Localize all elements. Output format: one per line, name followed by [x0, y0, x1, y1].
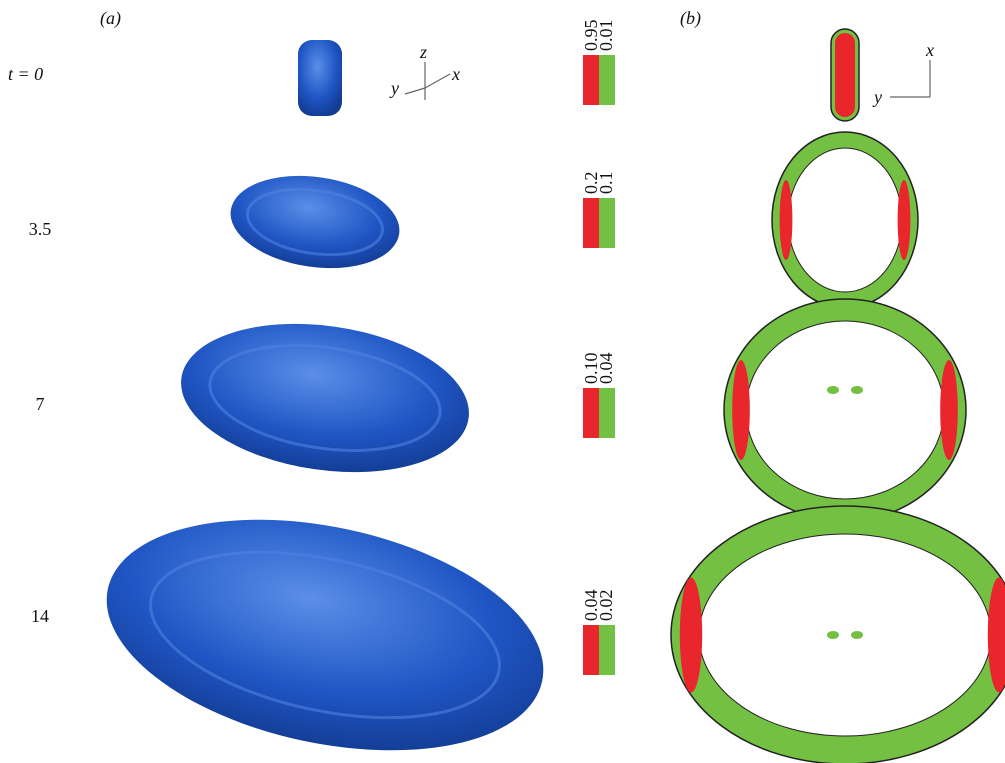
isosurface — [298, 40, 342, 116]
contour — [772, 132, 918, 308]
time-label: t = 0 — [8, 64, 43, 84]
contour — [670, 505, 1005, 763]
contour — [671, 506, 1005, 763]
legend-swatch — [583, 388, 599, 438]
axis-label: x — [925, 40, 934, 60]
legend-level: 0.01 — [596, 20, 616, 52]
time-label: 7 — [36, 394, 45, 414]
contour-core — [897, 180, 911, 260]
legend-level: 0.95 — [581, 20, 601, 52]
axis-label: z — [419, 42, 427, 62]
isosurface — [106, 519, 544, 751]
axis-label: x — [451, 64, 460, 84]
contour — [835, 33, 855, 117]
isosurface — [230, 175, 400, 269]
legend-swatch — [599, 198, 615, 248]
contour — [698, 533, 992, 737]
contour-spot — [827, 386, 839, 394]
contour — [745, 320, 945, 500]
legend-swatch — [599, 625, 615, 675]
axes-b — [890, 60, 931, 98]
contour-core — [732, 360, 750, 460]
contour-core — [940, 360, 958, 460]
time-label: 3.5 — [29, 219, 52, 239]
legend-level: 0.10 — [581, 353, 601, 385]
legend-swatch — [599, 55, 615, 105]
contour-spot — [827, 631, 839, 639]
legend-swatch — [583, 198, 599, 248]
axes-a — [404, 62, 451, 100]
legend-level: 0.04 — [581, 590, 601, 622]
panel-label: (a) — [100, 8, 121, 29]
contour-core — [779, 180, 793, 260]
legend-level: 0.02 — [596, 590, 616, 622]
legend-swatch — [583, 55, 599, 105]
isosurface — [181, 323, 469, 473]
contour-core — [679, 577, 703, 693]
legend-swatch — [583, 625, 599, 675]
contour — [724, 299, 966, 521]
isosurface-rim — [246, 187, 384, 257]
contour-core — [987, 577, 1005, 693]
legend-level: 0.2 — [581, 172, 601, 195]
contour-spot — [851, 386, 863, 394]
contour — [787, 147, 903, 293]
isosurface-rim — [208, 344, 442, 452]
legend-level: 0.1 — [596, 172, 616, 195]
legend-swatch — [599, 388, 615, 438]
contour-spot — [851, 631, 863, 639]
time-label: 14 — [31, 606, 49, 626]
legend-level: 0.04 — [596, 353, 616, 385]
axis-label: y — [389, 78, 399, 98]
panel-label: (b) — [680, 8, 701, 29]
isosurface-rim — [149, 550, 501, 720]
axis-label: y — [872, 87, 882, 107]
